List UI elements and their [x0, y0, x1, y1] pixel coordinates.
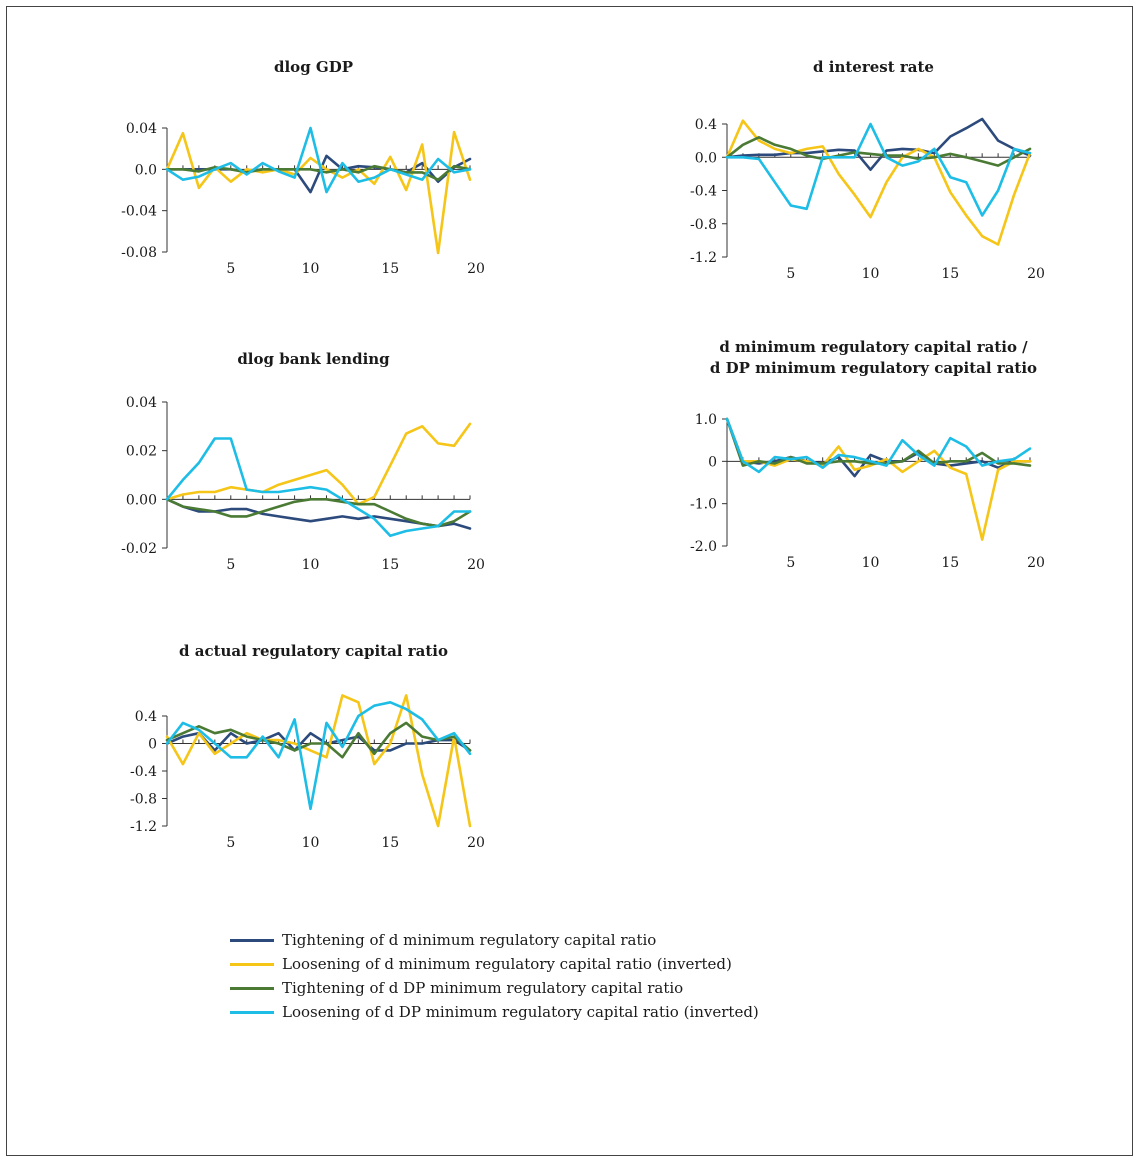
legend-item-tight-min: Tightening of d minimum regulatory capit… [230, 928, 759, 952]
minratio-x-tick-label: 20 [1027, 555, 1045, 571]
legend-label-loose-dp: Loosening of d DP minimum regulatory cap… [282, 1003, 759, 1021]
gdp-title: dlog GDP [274, 58, 353, 76]
lending-x-tick-label: 5 [226, 557, 235, 573]
gdp-x-tick-label: 10 [302, 261, 320, 277]
interest-x-tick-label: 15 [941, 266, 959, 282]
interest-title: d interest rate [813, 58, 934, 76]
actual-series-loose-min [165, 694, 472, 828]
minratio-x-tick-label: 10 [862, 555, 880, 571]
actual-y-tick-label: -0.8 [130, 792, 157, 808]
interest-series-loose-dp [725, 122, 1032, 217]
gdp-y-tick-label: 0.0 [135, 162, 157, 178]
lending-x-tick-label: 15 [381, 557, 399, 573]
gdp-series-loose-dp [165, 126, 472, 194]
lending-series-tight-dp [165, 497, 472, 528]
legend-item-tight-dp: Tightening of d DP minimum regulatory ca… [230, 976, 759, 1000]
minratio-y-tick-label: 0 [708, 454, 717, 470]
gdp-x-tick-label: 20 [467, 261, 485, 277]
minratio-title: d DP minimum regulatory capital ratio [710, 359, 1037, 377]
interest-series-loose-min [725, 119, 1032, 246]
interest-series-tight-min [725, 117, 1032, 171]
actual-series-tight-min [165, 731, 472, 752]
actual-x-tick-label: 15 [381, 835, 399, 851]
actual-series-tight-dp [165, 721, 472, 759]
interest-x-tick-label: 5 [786, 266, 795, 282]
gdp-y-tick-label: -0.08 [121, 245, 157, 261]
minratio-y-tick-label: 1.0 [695, 412, 717, 428]
minratio-y-tick-label: -1.0 [690, 497, 717, 513]
interest-x-tick-label: 10 [862, 266, 880, 282]
actual-title: d actual regulatory capital ratio [179, 642, 448, 660]
interest-y-tick-label: 0.0 [695, 150, 717, 166]
legend-label-loose-min: Loosening of d minimum regulatory capita… [282, 955, 732, 973]
actual-x-tick-label: 10 [302, 835, 320, 851]
gdp-y-tick-label: 0.04 [126, 121, 157, 137]
minratio-series-loose-dp [725, 417, 1032, 474]
actual-series-loose-dp [165, 700, 472, 811]
actual-y-tick-label: -0.4 [130, 764, 157, 780]
legend-label-tight-dp: Tightening of d DP minimum regulatory ca… [282, 979, 684, 997]
actual-y-tick-label: 0 [148, 737, 157, 753]
minratio-series-tight-min [725, 417, 1032, 478]
gdp-x-tick-label: 15 [381, 261, 399, 277]
legend-item-loose-dp: Loosening of d DP minimum regulatory cap… [230, 1000, 759, 1024]
interest-y-tick-label: -1.2 [690, 250, 717, 266]
minratio-y-tick-label: -2.0 [690, 539, 717, 555]
minratio-series-loose-min [725, 417, 1032, 541]
gdp-y-tick-label: -0.04 [121, 204, 157, 220]
interest-y-tick-label: -0.4 [690, 184, 717, 200]
actual-x-tick-label: 20 [467, 835, 485, 851]
lending-y-tick-label: -0.02 [121, 541, 157, 557]
legend-label-tight-min: Tightening of d minimum regulatory capit… [282, 931, 657, 949]
lending-series-loose-dp [165, 437, 472, 538]
lending-x-tick-label: 10 [302, 557, 320, 573]
legend-swatch-tight-dp [230, 986, 274, 990]
minratio-title: d minimum regulatory capital ratio / [719, 338, 1028, 356]
lending-x-tick-label: 20 [467, 557, 485, 573]
actual-y-tick-label: -1.2 [130, 819, 157, 835]
lending-title: dlog bank lending [237, 350, 390, 368]
interest-y-tick-label: -0.8 [690, 217, 717, 233]
interest-y-tick-label: 0.4 [695, 117, 717, 133]
legend-swatch-loose-dp [230, 1010, 274, 1014]
gdp-series-loose-min [165, 130, 472, 255]
interest-series-tight-dp [725, 136, 1032, 167]
actual-y-tick-label: 0.4 [135, 709, 157, 725]
legend-item-loose-min: Loosening of d minimum regulatory capita… [230, 952, 759, 976]
gdp-x-tick-label: 5 [226, 261, 235, 277]
legend: Tightening of d minimum regulatory capit… [230, 928, 759, 1024]
minratio-x-tick-label: 15 [941, 555, 959, 571]
lending-series-loose-min [165, 422, 472, 506]
lending-y-tick-label: 0.00 [126, 492, 157, 508]
legend-swatch-tight-min [230, 938, 274, 942]
lending-y-tick-label: 0.04 [126, 395, 157, 411]
actual-x-tick-label: 5 [226, 835, 235, 851]
legend-swatch-loose-min [230, 962, 274, 966]
lending-y-tick-label: 0.02 [126, 444, 157, 460]
interest-x-tick-label: 20 [1027, 266, 1045, 282]
minratio-x-tick-label: 5 [786, 555, 795, 571]
